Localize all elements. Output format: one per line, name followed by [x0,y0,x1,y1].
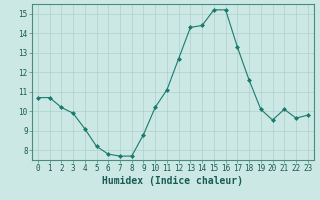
X-axis label: Humidex (Indice chaleur): Humidex (Indice chaleur) [102,176,243,186]
